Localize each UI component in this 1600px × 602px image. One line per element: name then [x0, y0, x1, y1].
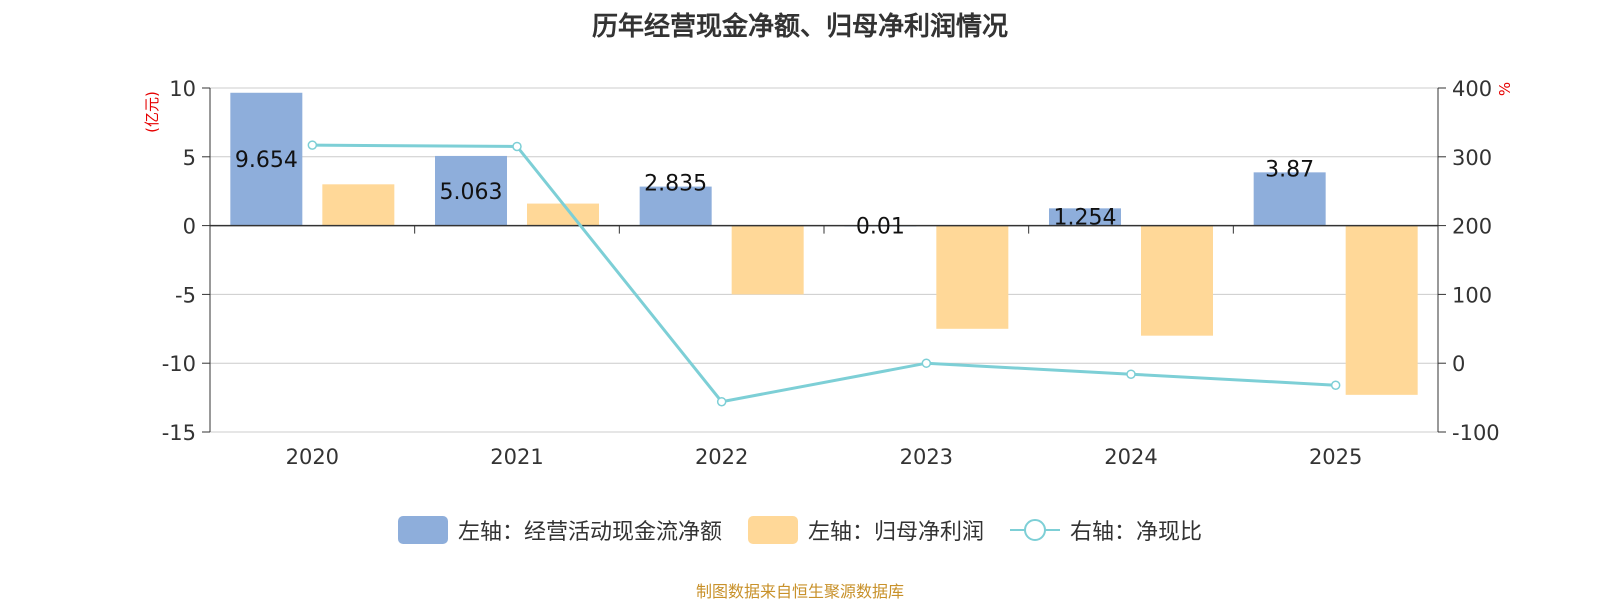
- legend: 左轴：经营活动现金流净额 左轴：归母净利润 右轴：净现比: [0, 510, 1600, 550]
- net-profit-bar: [731, 225, 804, 295]
- cash-flow-bar: [435, 155, 507, 226]
- legend-swatch-cash-flow: [397, 516, 448, 544]
- right-tick-label: 300: [1452, 146, 1492, 170]
- net-profit-bar: [1141, 225, 1213, 336]
- left-tick-label: 5: [183, 146, 196, 170]
- x-tick-label: 2022: [695, 445, 748, 469]
- bars: [230, 92, 1418, 395]
- x-tick-label: 2020: [286, 445, 339, 469]
- right-axis: 400 300 200 100 0 -100: [1437, 77, 1500, 445]
- x-tick-label: 2021: [490, 445, 543, 469]
- chart-title: 历年经营现金净额、归母净利润情况: [591, 12, 1008, 42]
- cash-flow-bar: [639, 186, 712, 226]
- cash-flow-data-label: 9.654: [235, 148, 298, 173]
- x-axis: 2020 2021 2022 2023 2024 2025: [209, 224, 1439, 469]
- ratio-line-path: [312, 143, 1336, 404]
- right-tick-label: 0: [1452, 352, 1465, 376]
- legend-item-cash-flow[interactable]: 左轴：经营活动现金流净额: [397, 514, 722, 546]
- ratio-point: [1126, 369, 1136, 379]
- cash-flow-bar: [1253, 172, 1326, 226]
- net-profit-bar: [322, 184, 395, 226]
- x-tick-label: 2024: [1104, 445, 1157, 469]
- left-axis-unit: (亿元): [143, 91, 161, 133]
- right-axis-unit: %: [1496, 82, 1514, 96]
- right-tick-label: 400: [1452, 77, 1492, 101]
- cash-flow-bar: [230, 92, 303, 226]
- left-tick-label: 0: [183, 215, 196, 239]
- left-tick-label: 10: [169, 77, 196, 101]
- legend-swatch-net-profit: [747, 516, 798, 544]
- cash-flow-data-label: 2.835: [644, 172, 707, 197]
- ratio-point: [921, 358, 932, 368]
- legend-swatch-ratio: [1010, 519, 1060, 541]
- net-profit-bar: [1345, 225, 1418, 395]
- data-labels: 9.654 5.063 2.835 0.01 1.254 3.87: [235, 148, 1314, 239]
- right-tick-label: 100: [1452, 283, 1492, 307]
- left-axis: 10 5 0 -5 -10 -15: [162, 77, 211, 445]
- ratio-point: [1330, 380, 1341, 390]
- left-tick-label: -5: [175, 283, 196, 307]
- cash-flow-data-label: 0.01: [856, 215, 905, 240]
- x-tick-label: 2023: [900, 445, 953, 469]
- legend-label-ratio: 右轴：净现比: [1070, 520, 1203, 545]
- cash-flow-bar: [1049, 208, 1121, 226]
- net-profit-bar: [527, 203, 599, 226]
- cash-flow-data-label: 5.063: [440, 180, 503, 205]
- ratio-point: [307, 140, 318, 150]
- left-tick-label: -15: [162, 421, 196, 445]
- legend-item-net-profit[interactable]: 左轴：归母净利润: [747, 514, 984, 546]
- legend-item-ratio[interactable]: 右轴：净现比: [1010, 514, 1202, 546]
- cash-flow-data-label: 3.87: [1265, 157, 1314, 182]
- net-profit-bar: [936, 225, 1009, 329]
- data-source-note: 制图数据来自恒生聚源数据库: [695, 582, 904, 601]
- ratio-point: [512, 141, 522, 152]
- right-tick-label: 200: [1452, 215, 1492, 239]
- right-tick-label: -100: [1452, 421, 1500, 445]
- ratio-line: [307, 140, 1341, 407]
- legend-label-cash-flow: 左轴：经营活动现金流净额: [457, 520, 722, 545]
- ratio-point: [716, 396, 727, 407]
- cash-flow-data-label: 1.254: [1054, 205, 1117, 230]
- x-tick-label: 2025: [1309, 445, 1362, 469]
- left-tick-label: -10: [162, 352, 196, 376]
- legend-label-net-profit: 左轴：归母净利润: [807, 520, 984, 545]
